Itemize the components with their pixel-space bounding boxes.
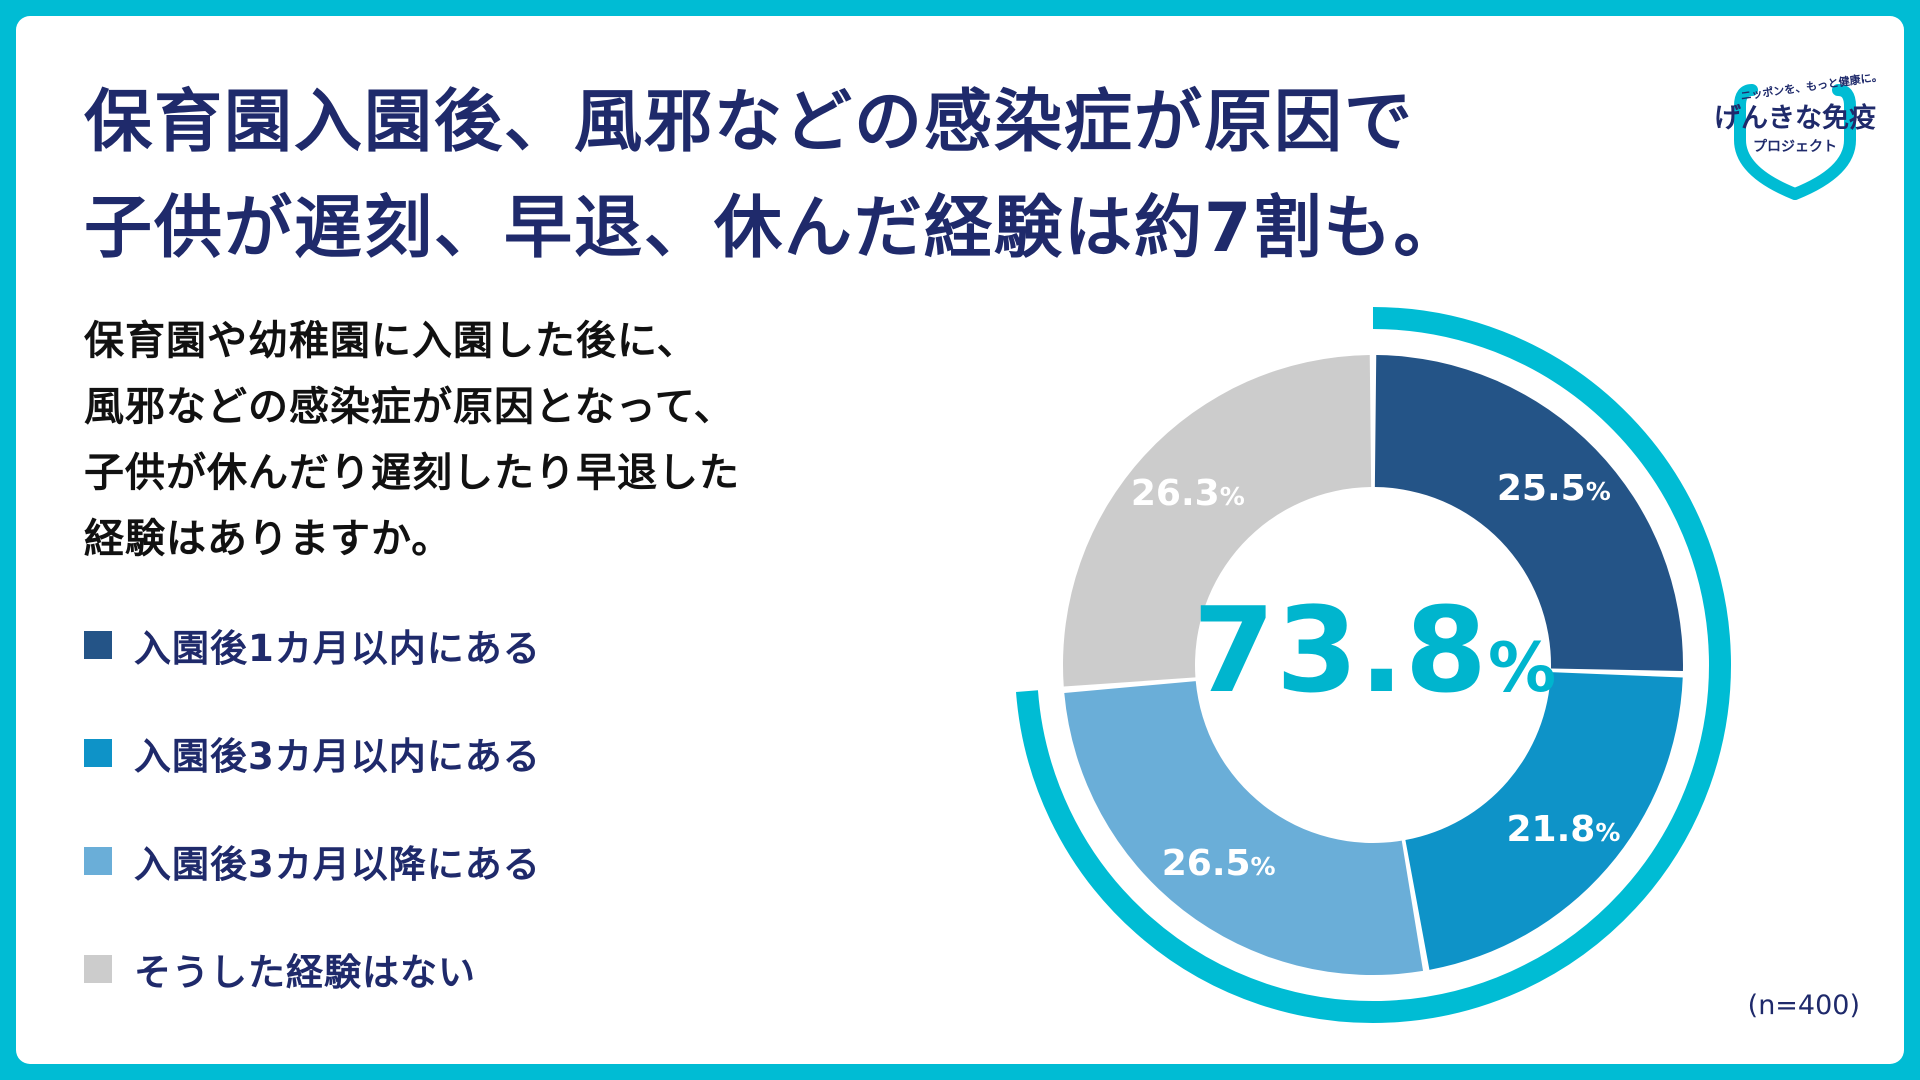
project-logo: ニッポンを、もっと健康に。 げんきな免疫 プロジェクト xyxy=(1700,50,1890,200)
legend-item-4: そうした経験はない xyxy=(84,944,476,994)
slice-value-unit-4: % xyxy=(1219,482,1245,512)
survey-question: 保育園や幼稚園に入園した後に、 風邪などの感染症が原因となって、 子供が休んだり… xyxy=(84,308,740,572)
question-line-2: 風邪などの感染症が原因となって、 xyxy=(84,384,735,430)
donut-slices xyxy=(1063,355,1683,975)
donut-slice-2 xyxy=(1405,672,1683,970)
title-line-1: 保育園入園後、風邪などの感染症が原因で xyxy=(84,83,1415,162)
legend-item-3: 入園後3カ月以降にある xyxy=(84,836,541,886)
slice-value-number-2: 21.8 xyxy=(1506,809,1596,851)
slice-value-unit-3: % xyxy=(1250,852,1276,882)
donut-slice-1 xyxy=(1374,355,1683,671)
page-title: 保育園入園後、風邪などの感染症が原因で 子供が遅刻、早退、休んだ経験は約7割も。 xyxy=(84,70,1463,282)
logo-sub: プロジェクト xyxy=(1753,139,1837,155)
donut-slice-4 xyxy=(1063,355,1372,687)
slice-value-number-3: 26.5 xyxy=(1161,843,1251,885)
slice-value-unit-2: % xyxy=(1595,818,1621,848)
slice-value-label-4: 26.3% xyxy=(1103,470,1273,518)
question-line-4: 経験はありますか。 xyxy=(84,516,453,562)
highlight-arc xyxy=(1016,307,1731,1023)
slice-value-label-3: 26.5% xyxy=(1134,840,1304,888)
center-total-unit: % xyxy=(1488,629,1558,708)
title-line-2: 子供が遅刻、早退、休んだ経験は約7割も。 xyxy=(84,189,1464,268)
legend-label-3: 入園後3カ月以降にある xyxy=(134,843,541,886)
legend-swatch-4 xyxy=(84,955,112,983)
slice-value-number-1: 25.5 xyxy=(1496,468,1586,510)
legend-item-2: 入園後3カ月以内にある xyxy=(84,728,541,778)
center-total-label: 73.8% xyxy=(1175,580,1575,739)
outer-ring xyxy=(1016,307,1731,1023)
legend-label-4: そうした経験はない xyxy=(134,951,476,994)
legend-label-2: 入園後3カ月以内にある xyxy=(134,735,541,778)
legend-swatch-3 xyxy=(84,847,112,875)
logo-name: げんきな免疫 xyxy=(1714,103,1876,134)
legend-swatch-2 xyxy=(84,739,112,767)
question-line-1: 保育園や幼稚園に入園した後に、 xyxy=(84,318,698,364)
legend-label-1: 入園後1カ月以内にある xyxy=(134,627,541,670)
slice-value-label-2: 21.8% xyxy=(1478,806,1648,854)
slice-value-number-4: 26.3 xyxy=(1130,473,1220,515)
legend-item-1: 入園後1カ月以内にある xyxy=(84,620,541,670)
slice-value-unit-1: % xyxy=(1585,477,1611,507)
question-line-3: 子供が休んだり遅刻したり早退した xyxy=(84,450,740,496)
sample-size-note: (n=400) xyxy=(1747,990,1860,1021)
center-total-number: 73.8 xyxy=(1192,581,1488,719)
slice-value-label-1: 25.5% xyxy=(1469,465,1639,513)
shield-icon xyxy=(1734,84,1856,200)
legend-swatch-1 xyxy=(84,631,112,659)
donut-slice-3 xyxy=(1064,681,1424,975)
